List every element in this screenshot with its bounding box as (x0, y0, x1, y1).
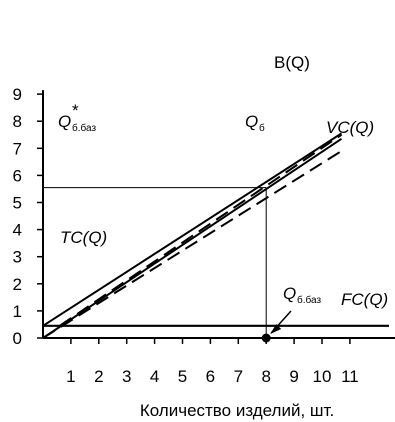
y-tick-label: 8 (13, 112, 22, 131)
y-tick-label: 4 (13, 221, 22, 240)
q-b-label: Q (245, 112, 258, 131)
x-tick-label: 4 (150, 367, 159, 386)
series-line (59, 133, 343, 327)
x-tick-label: 2 (94, 367, 103, 386)
x-tick-label: 6 (206, 367, 215, 386)
x-axis-title: Количество изделий, шт. (140, 401, 334, 420)
q-bbaz-sub: б.баз (297, 294, 321, 306)
guide-lines (43, 187, 267, 338)
series-line (42, 132, 343, 327)
q-star-sup: * (72, 101, 79, 120)
x-tick-label: 7 (234, 367, 243, 386)
x-tick-label: 11 (341, 367, 359, 386)
y-tick-label: 3 (13, 248, 22, 267)
x-tick-label: 1 (66, 367, 75, 386)
labels: Количество изделий, шт. B(Q) TC(Q) VC(Q) FC(… (58, 53, 388, 420)
x-tick-label: 9 (289, 367, 298, 386)
series-lines (42, 132, 389, 343)
y-tick-label: 1 (13, 302, 22, 321)
y-tick-label: 6 (13, 166, 22, 185)
q-star-label: Q (58, 112, 71, 131)
q-star-sub: б.баз (72, 122, 96, 134)
x-tick-label: 10 (313, 367, 332, 386)
y-tick-label: 2 (13, 275, 22, 294)
breakeven-arrowhead (270, 324, 282, 334)
q-bbaz-label: Q (283, 284, 296, 303)
axes (42, 90, 395, 339)
series-line (42, 137, 343, 339)
x-tick-label: 5 (178, 367, 187, 386)
y-tick-label: 9 (13, 85, 22, 104)
y-tick-label: 0 (13, 329, 22, 348)
series-label-fc: FC(Q) (341, 290, 388, 309)
q-b-sub: б (259, 122, 265, 134)
x-tick-label: 8 (261, 367, 270, 386)
x-tick-label: 3 (122, 367, 131, 386)
series-line (42, 150, 343, 339)
y-tick-label: 5 (13, 194, 22, 213)
series-label-tc: TC(Q) (60, 228, 107, 247)
y-tick-label: 7 (13, 139, 22, 158)
series-label-vc: VC(Q) (326, 118, 374, 137)
series-label-b: B(Q) (274, 53, 310, 72)
